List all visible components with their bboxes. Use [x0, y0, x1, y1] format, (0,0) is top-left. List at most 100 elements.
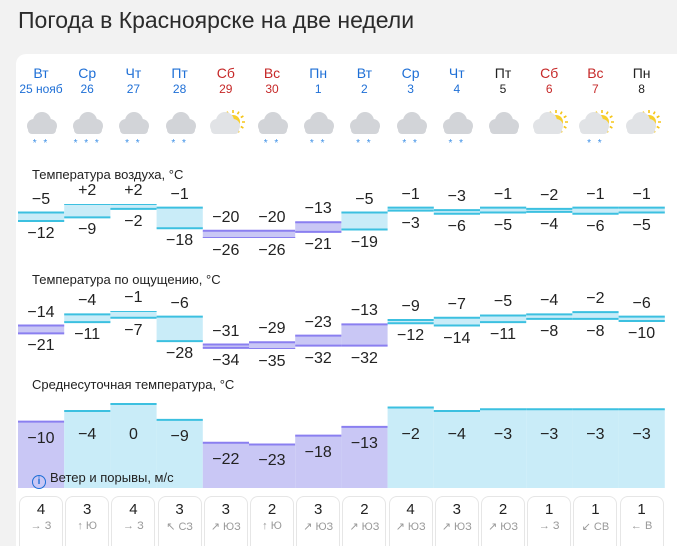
- wind-cell[interactable]: 1 → З: [527, 496, 572, 546]
- day-name[interactable]: Чт: [448, 65, 465, 81]
- avg-value: −9: [170, 427, 189, 445]
- day-date[interactable]: 1: [314, 82, 322, 96]
- day-name[interactable]: Ср: [401, 65, 420, 81]
- feels-min-value: −14: [443, 329, 471, 347]
- feels-range-bar: [526, 314, 573, 319]
- wind-cell[interactable]: 3 ↗ ЮЗ: [296, 496, 341, 546]
- wind-speed: 3: [175, 501, 184, 518]
- wind-label: i Ветер и порывы, м/с: [32, 470, 174, 489]
- feels-max-value: −23: [304, 313, 332, 331]
- avg-temp-label: Среднесуточная температура, °C: [32, 377, 235, 392]
- info-icon[interactable]: i: [32, 475, 46, 489]
- avg-value: 0: [128, 426, 138, 443]
- wind-cell[interactable]: 2 ↗ ЮЗ: [481, 496, 525, 546]
- wind-cell[interactable]: 4 → З: [19, 496, 63, 546]
- feels-range-bar: [64, 314, 111, 323]
- avg-bar: [110, 404, 157, 488]
- day-date[interactable]: 28: [172, 82, 187, 96]
- day-name[interactable]: Пт: [171, 65, 188, 81]
- wind-direction: ↑ Ю: [77, 520, 98, 532]
- wind-speed: 3: [83, 501, 92, 518]
- air-min-value: −21: [304, 235, 332, 253]
- day-date[interactable]: 8: [638, 82, 645, 96]
- avg-value: −3: [540, 426, 559, 443]
- wind-speed: 2: [498, 501, 508, 518]
- wind-direction: → З: [123, 520, 144, 532]
- wind-cell[interactable]: 1 ← В: [619, 496, 664, 546]
- avg-bar: [64, 411, 111, 488]
- air-max-value: −1: [586, 185, 605, 203]
- day-name[interactable]: Пт: [494, 65, 512, 81]
- day-date[interactable]: 30: [265, 82, 279, 96]
- day-name[interactable]: Вс: [587, 65, 604, 81]
- day-date[interactable]: 26: [80, 82, 94, 96]
- day-date[interactable]: 7: [592, 82, 599, 96]
- wind-cell[interactable]: 2 ↑ Ю: [250, 496, 294, 546]
- day-date[interactable]: 6: [545, 82, 553, 96]
- air-min-value: −2: [124, 212, 143, 230]
- feels-min-value: −32: [350, 349, 378, 367]
- avg-temp-graph: [18, 403, 665, 488]
- feels-range-bar: [341, 324, 388, 346]
- day-name[interactable]: Сб: [216, 65, 235, 81]
- feels-max-value: −5: [493, 293, 513, 311]
- precip-marker: * *: [356, 138, 373, 149]
- air-min-value: −4: [540, 215, 559, 233]
- air-range-bar: [341, 212, 388, 230]
- avg-bar: [480, 409, 527, 488]
- day-name[interactable]: Пн: [632, 65, 651, 81]
- feels-min-value: −7: [124, 321, 143, 339]
- wind-direction: → З: [538, 520, 560, 532]
- day-name[interactable]: Вт: [356, 65, 373, 81]
- air-range-bar: [249, 230, 296, 238]
- day-name[interactable]: Вт: [33, 65, 49, 81]
- day-name[interactable]: Чт: [125, 65, 142, 81]
- air-min-value: −18: [166, 232, 194, 250]
- day-date[interactable]: 25 нояб: [19, 82, 63, 96]
- wind-cell[interactable]: 2 ↗ ЮЗ: [342, 496, 387, 546]
- wind-cell[interactable]: 3 ↖ СЗ: [157, 496, 202, 546]
- wind-direction: ← В: [630, 520, 653, 532]
- day-name[interactable]: Вс: [263, 65, 281, 81]
- day-date[interactable]: 5: [499, 82, 507, 96]
- avg-value: −13: [350, 434, 378, 452]
- day-date[interactable]: 2: [361, 82, 368, 96]
- day-date[interactable]: 27: [126, 82, 141, 96]
- sun-cloud-icon: [526, 108, 572, 140]
- air-range-bar: [18, 212, 65, 221]
- day-date[interactable]: 29: [219, 82, 233, 96]
- day-name[interactable]: Пн: [309, 65, 328, 81]
- air-range-bar: [202, 230, 249, 238]
- feels-max-value: −4: [78, 292, 97, 310]
- avg-value: −3: [586, 426, 605, 443]
- feels-range-bar: [110, 311, 157, 318]
- air-min-value: −3: [401, 214, 420, 232]
- wind-cell[interactable]: 3 ↑ Ю: [65, 496, 110, 546]
- feels-min-value: −34: [212, 351, 240, 369]
- wind-direction: ↗ ЮЗ: [441, 521, 472, 533]
- day-name[interactable]: Ср: [78, 65, 97, 81]
- cloud-snow-icon: [341, 108, 387, 140]
- air-range-bar: [480, 207, 527, 213]
- avg-bar: [526, 409, 573, 488]
- cloud-snow-icon: [110, 108, 156, 140]
- wind-cell[interactable]: 3 ↗ ЮЗ: [434, 496, 479, 546]
- cloud-snow-icon: [388, 108, 434, 140]
- air-max-value: +2: [78, 182, 97, 199]
- feels-max-value: −31: [212, 322, 240, 340]
- avg-bar: [341, 426, 388, 488]
- day-date[interactable]: 3: [407, 82, 414, 96]
- feels-min-value: −28: [166, 345, 194, 363]
- wind-cell[interactable]: 3 ↗ ЮЗ: [203, 496, 248, 546]
- wind-cell[interactable]: 1 ↙ СВ: [573, 496, 618, 546]
- air-range-bar: [295, 222, 342, 232]
- feels-min-value: −21: [27, 337, 55, 355]
- day-date[interactable]: 4: [453, 82, 461, 96]
- avg-value: −2: [401, 426, 420, 443]
- day-name[interactable]: Сб: [540, 65, 559, 81]
- air-max-value: −3: [447, 188, 466, 206]
- wind-cell[interactable]: 4 ↗ ЮЗ: [388, 496, 433, 546]
- feels-max-value: −13: [350, 302, 378, 320]
- wind-cell[interactable]: 4 → З: [111, 496, 156, 546]
- feels-min-value: −11: [74, 326, 101, 344]
